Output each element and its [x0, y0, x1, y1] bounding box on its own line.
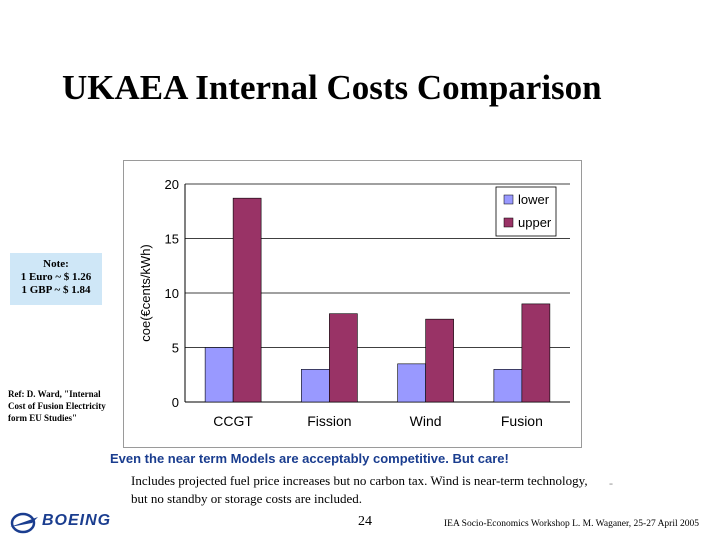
bar-lower: [301, 369, 330, 403]
y-tick-label: 20: [165, 177, 179, 192]
legend-swatch: [503, 217, 514, 228]
legend-label: upper: [518, 215, 552, 230]
x-tick-label: CCGT: [213, 413, 253, 429]
bar-upper: [425, 318, 454, 403]
page-number: 24: [358, 514, 372, 529]
x-tick-label: Fusion: [501, 413, 543, 429]
page-title: UKAEA Internal Costs Comparison: [62, 68, 602, 107]
bar-lower: [204, 347, 234, 403]
y-tick-label: 5: [172, 341, 179, 356]
boeing-emblem-icon: [10, 512, 38, 534]
bar-lower: [493, 369, 523, 403]
boeing-logo-text: BOEING: [42, 512, 112, 529]
dash-mark: -: [609, 476, 613, 490]
chart-frame: 0 5 10 15 20 coe(€cents/kWh) CCGT Fission Wind Fu…: [123, 160, 582, 448]
caption-text: Even the near term Models are acceptably…: [110, 451, 509, 466]
footer-text: IEA Socio-Economics Workshop L. M. Wagan…: [444, 519, 699, 529]
bar-chart: 0 5 10 15 20 coe(€cents/kWh) CCGT Fission Wind Fu…: [138, 177, 570, 429]
currency-note: Note: 1 Euro ~ $ 1.26 1 GBP ~ $ 1.84: [10, 253, 102, 305]
includes-text: Includes projected fuel price increases …: [131, 473, 588, 506]
bar-lower: [397, 363, 426, 403]
boeing-logo: BOEING: [8, 511, 128, 535]
reference-text: Ref: D. Ward, "Internal Cost of Fusion E…: [8, 389, 106, 423]
bar-upper: [329, 313, 358, 403]
legend-label: lower: [518, 192, 550, 207]
note-line-euro: 1 Euro ~ $ 1.26: [20, 271, 92, 283]
note-line-gbp: 1 GBP ~ $ 1.84: [21, 284, 91, 296]
x-tick-label: Fission: [307, 413, 351, 429]
x-tick-label: Wind: [410, 413, 442, 429]
y-tick-label: 0: [172, 395, 179, 410]
legend-swatch: [503, 194, 514, 205]
y-tick-label: 15: [165, 232, 179, 247]
bar-upper: [521, 303, 551, 403]
note-heading: Note:: [43, 258, 69, 270]
y-tick-label: 10: [165, 286, 179, 301]
y-axis-label: coe(€cents/kWh): [138, 244, 153, 342]
bar-upper: [232, 197, 262, 403]
